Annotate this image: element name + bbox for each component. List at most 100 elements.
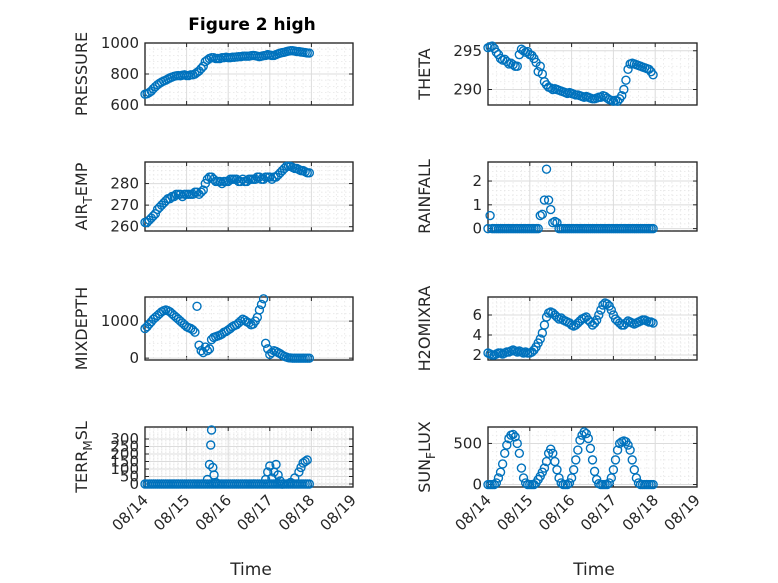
data-point	[489, 479, 499, 490]
data-point	[587, 455, 598, 465]
y-tick-label: 500	[453, 434, 482, 452]
data-point	[564, 478, 575, 488]
data-point	[206, 440, 216, 450]
y-tick-label: 600	[110, 96, 139, 114]
x-axis-label-right: Time	[572, 560, 615, 580]
x-tick-label: 08/17	[233, 491, 276, 534]
data-point	[194, 340, 204, 350]
data-point	[196, 63, 206, 74]
subplot-theta: 290 295 THETA	[415, 41, 698, 106]
subplot-h2omixra: 2 4 6 H2OMIXRA	[415, 286, 698, 372]
x-tick-label: 08/19	[661, 491, 704, 534]
data-point	[546, 83, 556, 93]
data-point	[204, 344, 215, 354]
data-point	[623, 64, 633, 75]
data-point	[585, 443, 596, 454]
figure-title: Figure 2 high	[188, 15, 316, 35]
data-point	[188, 325, 198, 335]
data-point	[596, 305, 606, 315]
data-point	[200, 178, 211, 189]
data-point	[627, 455, 637, 465]
data-point	[554, 473, 564, 483]
data-point	[190, 327, 200, 337]
data-point	[579, 427, 589, 437]
data-point	[562, 479, 573, 490]
y-tick-label: 2	[472, 346, 482, 364]
y-axis-label: H2OMIXRA	[415, 286, 434, 372]
y-tick-label: 150	[110, 453, 139, 471]
y-tick-label: 300	[110, 430, 139, 448]
x-tick-label: 08/19	[317, 491, 360, 534]
data-point	[202, 474, 213, 485]
y-tick-label: 0	[129, 349, 139, 367]
data-point	[495, 467, 506, 477]
data-point	[487, 41, 497, 51]
data-point	[256, 299, 267, 310]
data-point	[302, 455, 312, 465]
y-tick-label: 2	[472, 172, 482, 190]
data-point	[612, 445, 623, 455]
data-point	[648, 223, 658, 234]
data-point	[294, 467, 304, 477]
data-point	[260, 338, 271, 349]
data-point	[566, 473, 577, 483]
data-point	[571, 455, 581, 465]
y-tick-label: 1	[472, 196, 482, 214]
x-tick-label: 08/16	[192, 491, 235, 534]
y-axis-label: AIRTEMP	[72, 162, 95, 230]
x-tick-label: 08/14	[452, 491, 495, 534]
y-tick-label: 1000	[101, 312, 139, 330]
y-tick-label: 260	[110, 218, 139, 236]
y-tick-label: 800	[110, 65, 139, 83]
y-tick-label: 250	[110, 438, 139, 456]
data-point	[516, 463, 527, 473]
data-point	[604, 478, 614, 488]
data-point	[568, 465, 579, 475]
y-axis-label: RAINFALL	[415, 159, 434, 234]
axes-border	[487, 161, 698, 232]
y-tick-label: 6	[472, 306, 482, 324]
data-point	[539, 195, 550, 205]
data-point	[271, 459, 281, 470]
data-point	[304, 48, 315, 58]
x-axis-label-left: Time	[229, 560, 272, 580]
data-point	[206, 425, 217, 435]
y-tick-label: 200	[110, 445, 139, 463]
y-tick-label: 100	[110, 460, 139, 478]
data-point	[596, 92, 606, 102]
y-tick-label: 0	[472, 220, 482, 238]
y-tick-label: 290	[453, 81, 482, 99]
x-tick-label: 08/17	[577, 491, 620, 534]
data-point	[648, 70, 658, 80]
data-point	[533, 223, 543, 234]
data-point	[589, 466, 600, 477]
data-point	[508, 59, 518, 70]
data-point	[508, 429, 518, 440]
data-point	[244, 318, 254, 328]
x-tick-label: 08/18	[619, 491, 662, 534]
axes-frame	[487, 161, 698, 232]
data-point	[539, 463, 550, 473]
data-point	[304, 353, 315, 363]
data-point	[629, 465, 639, 475]
data-point	[265, 172, 275, 182]
y-tick-label: 0	[129, 475, 139, 493]
data-point	[304, 479, 315, 489]
x-tick-label: 08/18	[275, 491, 318, 534]
x-tick-label: 08/15	[150, 491, 193, 534]
y-axis-label: TERRMSL	[72, 421, 95, 494]
x-tick-label: 08/15	[493, 491, 536, 534]
y-tick-label: 4	[472, 326, 482, 344]
data-point	[192, 187, 202, 197]
data-point	[537, 209, 548, 220]
data-point	[502, 440, 512, 450]
y-axis-label: SUNFLUX	[415, 421, 438, 493]
data-point	[606, 473, 617, 483]
data-point	[552, 465, 562, 475]
data-point	[623, 440, 633, 450]
data-point	[543, 195, 554, 205]
data-point	[594, 310, 604, 320]
